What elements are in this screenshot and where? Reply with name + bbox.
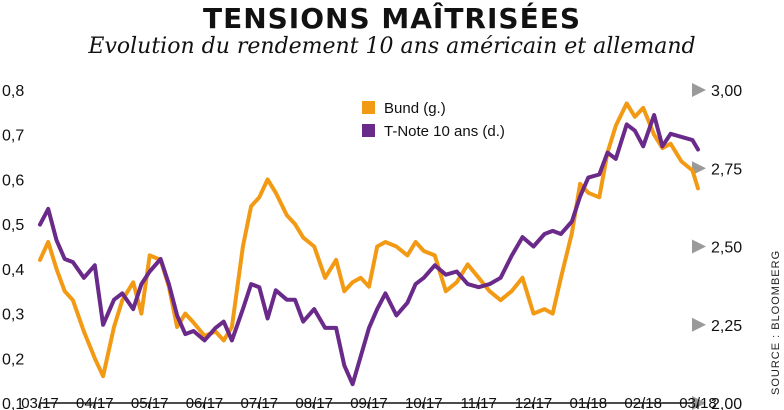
y-right-tick-arrow [692, 396, 706, 410]
y-left-tick-label: 0,2 [2, 351, 24, 368]
x-axis: 03/17 04/17 05/17 06/17 07/17 08/17 09/17 10/17… [21, 395, 717, 410]
y-left-tick-label: 0,1 [2, 396, 24, 410]
x-tick-label: 05/17 [131, 395, 169, 410]
y-right-tick-label: 2,25 [711, 318, 742, 335]
y-left-tick-label: 0,8 [2, 83, 24, 100]
x-tick-label: 02/18 [624, 395, 662, 410]
chart-title: TENSIONS MAÎTRISÉES [202, 2, 581, 35]
y-right-tick-arrow [692, 317, 706, 332]
legend-swatch-bund [362, 101, 375, 114]
tnote-line [38, 113, 700, 387]
y-left-tick-label: 0,7 [2, 128, 24, 145]
legend-swatch-tnote [362, 124, 375, 137]
x-tick-label: 09/17 [350, 395, 388, 410]
x-tick-label: 11/17 [460, 395, 496, 410]
y-left-tick-label: 0,3 [2, 307, 24, 324]
y-right-tick-label: 2,00 [711, 396, 742, 410]
y-right-tick-label: 2,75 [711, 161, 742, 178]
y-left-tick-label: 0,5 [2, 217, 24, 234]
series-lines [38, 101, 700, 387]
legend-label-tnote: T-Note 10 ans (d.) [384, 123, 505, 140]
x-tick-label: 08/17 [295, 395, 333, 410]
y-left-tick-label: 0,6 [2, 172, 24, 189]
y-right-tick-arrow [692, 239, 706, 254]
right-y-axis: 3,00 2,75 2,50 2,25 2,00 [692, 83, 742, 410]
y-right-tick-label: 3,00 [711, 83, 742, 100]
y-right-tick-arrow [692, 161, 706, 176]
legend: Bund (g.) T-Note 10 ans (d.) [362, 100, 505, 140]
left-y-axis: 0,8 0,7 0,6 0,5 0,4 0,3 0,2 0,1 [2, 83, 24, 410]
x-tick-label: 03/17 [21, 395, 59, 410]
y-right-tick-arrow [692, 83, 706, 97]
x-tick-label: 06/17 [186, 395, 224, 410]
chart-subtitle: Evolution du rendement 10 ans américain … [88, 34, 696, 59]
legend-label-bund: Bund (g.) [384, 100, 446, 117]
x-tick-label: 03/18 [679, 395, 717, 410]
y-right-tick-label: 2,50 [711, 240, 742, 257]
x-tick-label: 04/17 [76, 395, 114, 410]
bund-line [38, 101, 700, 379]
x-tick-label: 12/17 [515, 395, 553, 410]
x-tick-label: 01/18 [570, 395, 608, 410]
x-tick-label: 10/17 [405, 395, 443, 410]
x-tick-label: 07/17 [241, 395, 279, 410]
y-left-tick-label: 0,4 [2, 262, 24, 279]
